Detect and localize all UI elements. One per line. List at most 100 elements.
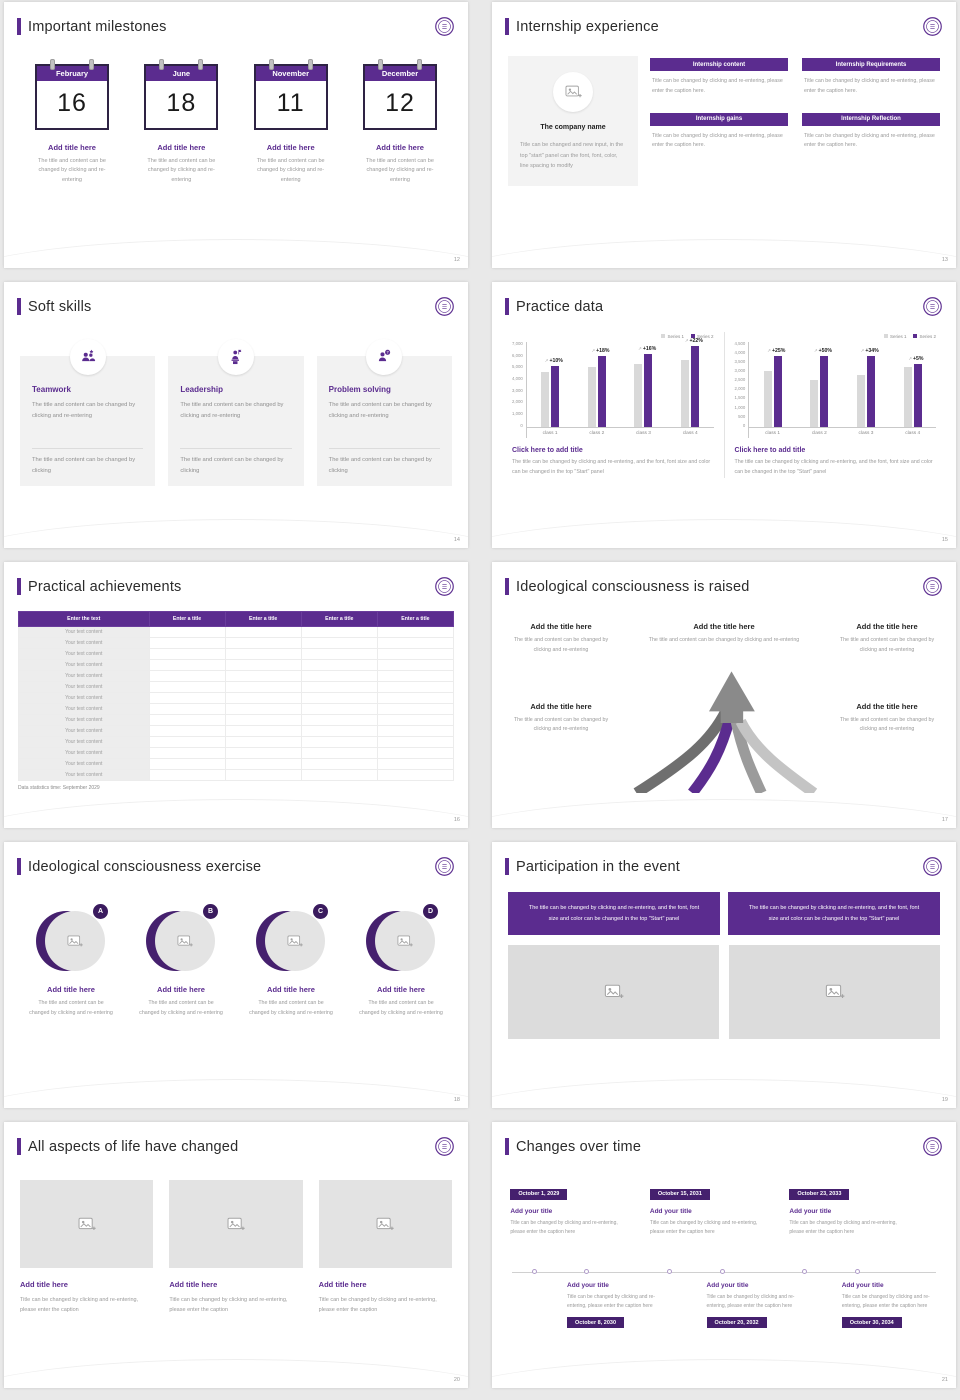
emblem-logo-icon (434, 16, 455, 37)
emblem-logo-icon (434, 296, 455, 317)
x-axis-line (526, 427, 714, 428)
title-accent-bar (505, 1138, 509, 1155)
item-title: Add title here (20, 1280, 68, 1289)
date-chip: October 30, 2034 (841, 1317, 902, 1328)
date-chip: October 23, 2033 (789, 1188, 850, 1200)
x-tick-label: class 4 (905, 431, 921, 436)
life-cards-row: Add title here Title can be changed by c… (4, 1156, 468, 1315)
chart-caption: The title can be changed by clicking and… (512, 459, 711, 475)
table-row-label: Your text content (18, 626, 150, 638)
bar-chart-panel: Series 1 Series 2 4,500 4,000 3,500 3,000 2,5… (723, 332, 947, 478)
item-caption: Title can be changed by clicking and re-… (652, 132, 783, 149)
table-row: Your text content (18, 648, 455, 660)
slide-title: All aspects of life have changed (28, 1138, 239, 1155)
slide-practical-achievements[interactable]: Practical achievements Enter the text Ent… (4, 562, 468, 828)
slide-title: Practice data (516, 298, 604, 315)
table-row: Your text content (18, 703, 455, 715)
image-placeholder-icon (177, 935, 193, 946)
calendar-ring-icon (89, 59, 94, 70)
y-tick-label: 1,000 (512, 411, 523, 417)
table-row: Your text content (18, 670, 455, 682)
page-number: 19 (941, 1097, 948, 1103)
title-accent-bar (505, 858, 509, 875)
slide-important-milestones[interactable]: Important milestones February 16 Add tit… (4, 2, 468, 268)
bar-series-2 (597, 355, 606, 428)
table-cell (300, 670, 378, 682)
page-number: 12 (453, 257, 460, 263)
calendar-icon: December 12 (362, 59, 437, 130)
table-cell (300, 725, 378, 737)
timeline-event: October 15, 2031 Add your title Title ca… (649, 1182, 768, 1237)
timeline: October 1, 2029 Add your title Title can… (506, 1160, 942, 1368)
table-cell (224, 725, 302, 737)
milestones-row: February 16 Add title here The title and… (4, 36, 468, 186)
table-cell (224, 736, 302, 748)
bar-group: ↗+50% class 2 (796, 342, 843, 438)
emblem-logo-icon (922, 576, 943, 597)
table-row-label: Your text content (18, 758, 150, 770)
slide-ideology-exercise[interactable]: Ideological consciousness exercise A Add… (4, 842, 468, 1108)
calendar-day: 12 (385, 88, 415, 117)
slide-ideology-raised[interactable]: Ideological consciousness is raised Add … (492, 562, 956, 828)
slide-life-changed[interactable]: All aspects of life have changed Add tit… (4, 1122, 468, 1388)
bar-series-1 (541, 371, 550, 428)
chart-legend: Series 1 Series 2 (512, 332, 714, 340)
chart-cta: Click here to add title (512, 447, 583, 454)
item-caption: Title can be changed by clicking and re-… (706, 1294, 795, 1309)
image-placeholder-icon (825, 985, 844, 999)
item-title: Add your title (789, 1208, 832, 1215)
emblem-logo-icon (434, 856, 455, 877)
calendar-day: 18 (166, 88, 197, 117)
bar-series-2 (773, 356, 782, 428)
y-tick-label: 4,000 (734, 350, 746, 356)
table-row: Your text content (18, 758, 455, 770)
timeline-event: Add your title Title can be changed by c… (706, 1282, 807, 1329)
item-caption: The title and content can be changed by … (366, 157, 434, 184)
table-cell (224, 747, 302, 759)
y-tick-label: 4,500 (734, 341, 746, 346)
slide-internship-experience[interactable]: Internship experience The company name T… (492, 2, 956, 268)
charts-row: Series 1 Series 2 7,000 6,000 5,000 4,000 3,0… (492, 316, 956, 478)
page-number: 13 (941, 257, 948, 263)
slide-practice-data[interactable]: Practice data Series 1 Series 2 7,000 6,00… (492, 282, 956, 548)
milestone-item: June 18 Add title here The title and con… (135, 59, 227, 186)
slide-changes-over-time[interactable]: Changes over time October 1, 2029 Add yo… (492, 1122, 956, 1388)
image-placeholder (508, 945, 719, 1040)
table-row: Your text content (18, 681, 455, 693)
chart-cta: Click here to add title (734, 447, 806, 454)
item-title: Add title here (267, 985, 315, 994)
table-cell (376, 747, 455, 759)
title-accent-bar (505, 578, 509, 595)
bar-series-2 (691, 345, 700, 428)
calendar-month: February (37, 66, 107, 81)
growth-arrow-icon: ↗ (860, 348, 865, 354)
item-title: Add title here (157, 985, 205, 994)
item-title: Internship Reflection (802, 112, 940, 126)
item-caption: Title can be changed by clicking and re-… (567, 1294, 655, 1309)
table-cell (148, 626, 226, 638)
growth-arrow-icon: ↗ (908, 355, 913, 361)
item-title: Add the title here (856, 622, 918, 631)
growth-label: ↗+34% (860, 348, 879, 355)
image-placeholder (375, 911, 435, 971)
title-accent-bar (17, 578, 21, 595)
chart-legend: Series 1 Series 2 (735, 332, 936, 340)
item-caption: The title and content can be changed by … (513, 716, 609, 733)
teamwork-icon (69, 339, 106, 375)
table-cell (376, 714, 455, 726)
image-placeholder-icon (287, 935, 303, 946)
item-caption: Title can be changed by clicking and re-… (649, 1220, 758, 1235)
y-tick-label: 0 (520, 422, 523, 428)
table-cell (224, 637, 302, 649)
table-cell (376, 648, 455, 660)
bar-series-1 (856, 374, 865, 428)
slide-soft-skills[interactable]: Soft skills Teamwork The title and conte… (4, 282, 468, 548)
slide-participation[interactable]: Participation in the event The title can… (492, 842, 956, 1108)
milestone-item: February 16 Add title here The title and… (26, 59, 118, 186)
growth-arrow-icon: ↗ (591, 347, 596, 353)
x-axis-line (749, 427, 936, 428)
legend-item: Series 2 (913, 334, 936, 339)
table-cell (148, 692, 226, 704)
bar-series-2 (913, 363, 922, 428)
skill-footer: The title and content can be changed by … (32, 448, 144, 476)
